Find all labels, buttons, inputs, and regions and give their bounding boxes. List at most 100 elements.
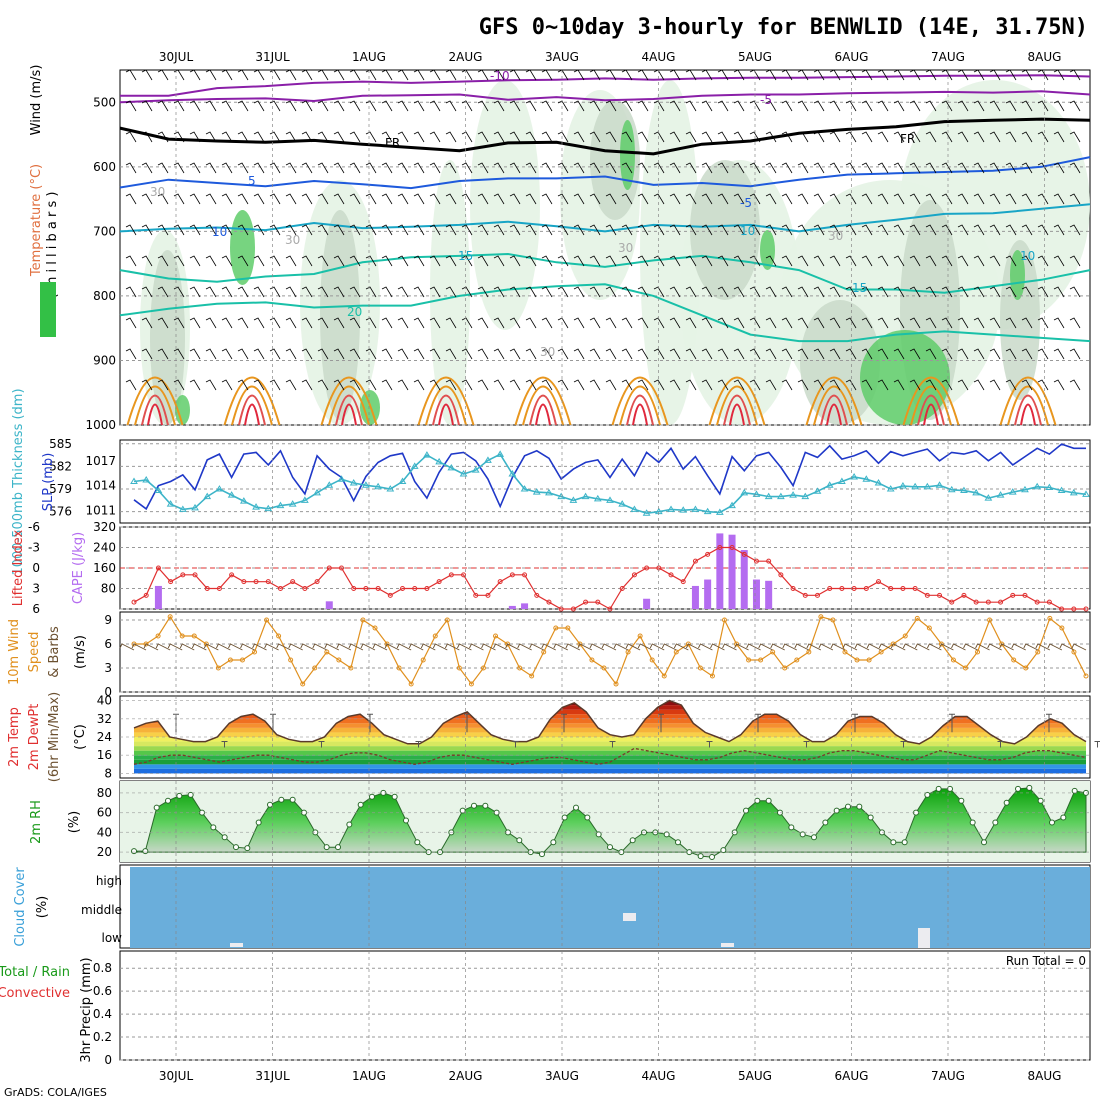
wind-point (336, 657, 342, 663)
wind-barb (605, 100, 617, 112)
cape-tick: 160 (93, 561, 116, 575)
wind-barb (237, 317, 249, 329)
wind-barb (589, 69, 601, 81)
wind-barb (925, 379, 937, 391)
li-point (583, 599, 589, 605)
wind-barb (653, 379, 665, 391)
rh-point (278, 796, 285, 803)
wind-barb (413, 193, 425, 205)
thickness-point (288, 500, 297, 507)
wind-barb (797, 100, 809, 112)
wind-barb (685, 255, 697, 267)
li-point (753, 558, 759, 564)
thickness-point (667, 505, 675, 512)
rh-point (210, 824, 217, 831)
wind-point (866, 657, 872, 663)
wind-barb (381, 317, 393, 329)
wind-barb (445, 317, 457, 329)
wind-barb (941, 317, 953, 329)
wind-barb (317, 286, 329, 298)
wind-barb (637, 255, 649, 267)
li-point (1010, 592, 1016, 598)
wind-barb (893, 193, 905, 205)
wind-barb (493, 224, 505, 236)
wind-barb (765, 255, 777, 267)
wind-barb (285, 286, 297, 298)
wind-barb (240, 643, 255, 651)
wind-barb (861, 286, 873, 298)
li-point (1046, 599, 1052, 605)
wind-barb (157, 255, 169, 267)
wind-barb (749, 193, 761, 205)
wind-barb (221, 69, 233, 81)
cloud-unit-label: (%) (35, 896, 50, 919)
wind-barb (477, 379, 489, 391)
wind-point (661, 673, 667, 679)
wind-barb (829, 162, 841, 174)
wind-barb (477, 162, 489, 174)
wind-barb (845, 286, 857, 298)
wind-barb (317, 379, 329, 391)
wind-barb (317, 69, 329, 81)
temp-band (134, 737, 1086, 742)
wind-barb (509, 69, 521, 81)
wind-point (890, 641, 896, 647)
wind-barb (733, 131, 745, 143)
date-label-top: 31JUL (255, 50, 290, 64)
rh-point (1015, 785, 1021, 792)
wind-point (239, 657, 245, 663)
wind-barb (381, 100, 393, 112)
wind-barb (589, 348, 601, 360)
rh-point (221, 834, 228, 841)
thickness-point (362, 481, 370, 488)
minmax-bar (706, 741, 713, 748)
warm-contour (632, 403, 648, 426)
wind-barb (205, 348, 217, 360)
wind-barb (477, 317, 489, 329)
thickness-point (178, 505, 187, 512)
thickness-point (191, 503, 199, 511)
warm-contour (708, 376, 766, 426)
wind-barb (973, 348, 985, 360)
wind-barb (797, 131, 809, 143)
isotherm-line (119, 252, 1091, 294)
wind-barb (589, 100, 601, 112)
wind-barb (541, 131, 553, 143)
wind-barb (1037, 255, 1049, 267)
wind-barb (925, 100, 937, 112)
wind-barb (1021, 286, 1033, 298)
wind-barb (381, 69, 393, 81)
wind-point (288, 657, 294, 663)
wind-barb (228, 643, 243, 651)
wind-barb (269, 69, 281, 81)
wind-barb (902, 643, 918, 651)
wind-barb (525, 131, 537, 143)
wind-barb (349, 255, 361, 267)
wind-point (999, 641, 1005, 647)
wind-barb (253, 224, 265, 236)
wind-barb (300, 643, 315, 651)
cape-bar (521, 603, 529, 609)
wind-barb (621, 193, 633, 205)
wind-barb (957, 379, 969, 391)
li-point (216, 586, 222, 591)
wind-barb (717, 348, 729, 360)
wind-barb (221, 348, 233, 360)
date-label-bottom: 30JUL (159, 1069, 194, 1083)
wind-barb (397, 224, 409, 236)
wind-barb (173, 317, 185, 329)
wind-barb (189, 317, 201, 329)
wind-barb (189, 162, 201, 174)
wind-barb (269, 224, 281, 236)
wind-barb (909, 286, 921, 298)
wind-barb (413, 224, 425, 236)
wind-barb (845, 379, 857, 391)
thickness-point (264, 504, 273, 512)
wind-point (215, 665, 221, 671)
wind-barb (781, 224, 793, 236)
wind-barb (493, 348, 505, 360)
wind-point (746, 657, 752, 663)
wind-barb (157, 162, 169, 174)
wind-barb (669, 317, 681, 329)
li-point (131, 599, 137, 605)
